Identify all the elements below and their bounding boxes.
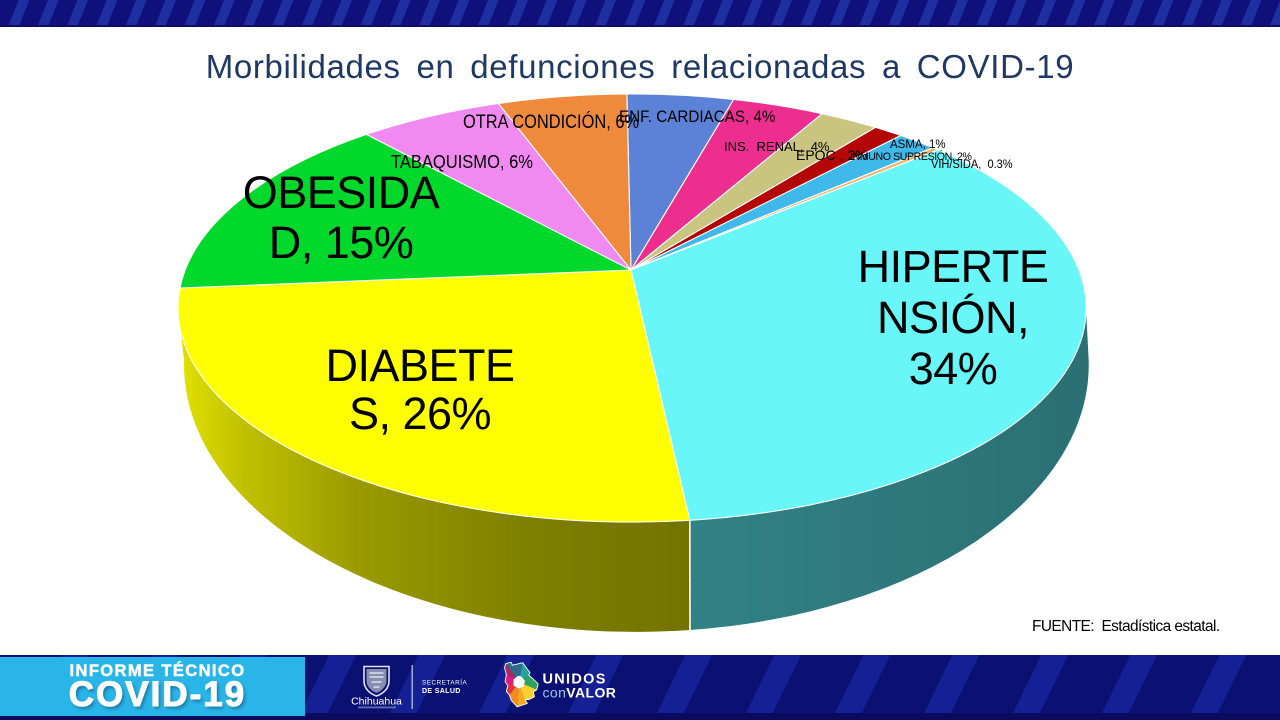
svg-text:Chihuahua: Chihuahua xyxy=(351,696,402,708)
svg-text:conVALOR: conVALOR xyxy=(543,685,617,701)
svg-text:DE SALUD: DE SALUD xyxy=(422,687,461,695)
svg-text:SECRETARÍA: SECRETARÍA xyxy=(422,677,468,686)
svg-text:UNIDOS: UNIDOS xyxy=(543,671,607,687)
